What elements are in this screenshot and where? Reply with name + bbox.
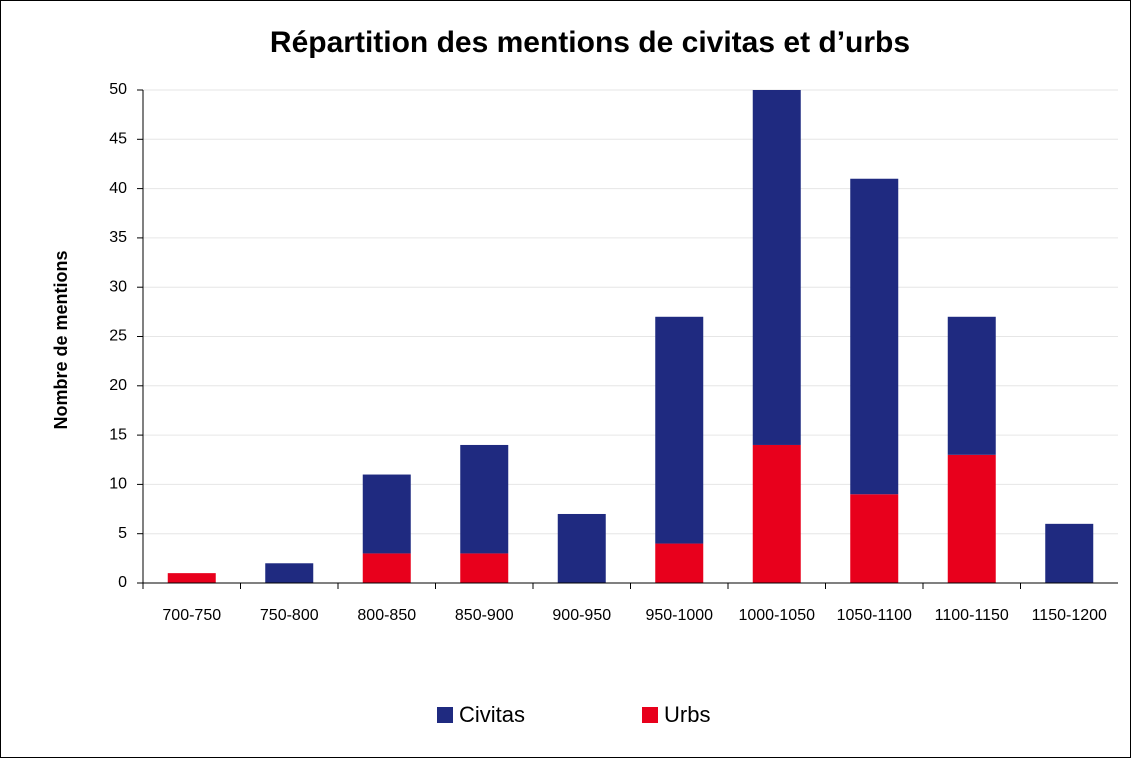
x-tick-label: 900-950	[552, 607, 611, 624]
bar-segment	[362, 474, 411, 554]
bar-segment	[947, 316, 996, 455]
bar-segment	[655, 543, 704, 583]
bar-segment	[557, 513, 606, 583]
x-tick-label: 1000-1050	[738, 607, 815, 624]
y-tick-label: 45	[109, 131, 127, 148]
y-tick-label: 10	[109, 476, 127, 493]
bar-segment	[850, 494, 899, 583]
y-tick-label: 40	[109, 180, 127, 197]
bar-segment	[460, 553, 509, 583]
bar-segment	[752, 90, 801, 445]
y-tick-label: 25	[109, 328, 127, 345]
bar-segment	[265, 563, 314, 583]
y-tick-label: 15	[109, 426, 127, 443]
x-tick-label: 700-750	[162, 607, 221, 624]
legend-swatch	[642, 707, 658, 723]
y-tick-label: 30	[109, 278, 127, 295]
bar-segment	[1045, 523, 1094, 583]
bar-segment	[947, 454, 996, 583]
x-tick-label: 750-800	[260, 607, 319, 624]
bar-segment	[752, 444, 801, 583]
legend-label: Civitas	[459, 702, 525, 727]
x-tick-label: 1150-1200	[1032, 607, 1107, 624]
y-tick-label: 5	[118, 525, 127, 542]
y-tick-label: 20	[109, 377, 127, 394]
x-tick-label: 950-1000	[645, 607, 713, 624]
legend-label: Urbs	[664, 702, 710, 727]
bar-segment	[460, 444, 509, 554]
bar-segment	[850, 178, 899, 495]
x-tick-label: 850-900	[455, 607, 514, 624]
y-tick-label: 50	[109, 81, 127, 98]
bar-segment	[362, 553, 411, 583]
chart-title: Répartition des mentions de civitas et d…	[270, 26, 910, 59]
x-tick-label: 800-850	[357, 607, 416, 624]
x-tick-label: 1100-1150	[935, 607, 1009, 624]
bar-segment	[167, 573, 216, 583]
bar-segment	[655, 316, 704, 544]
y-axis-label: Nombre de mentions	[51, 250, 71, 429]
legend-swatch	[437, 707, 453, 723]
y-tick-label: 35	[109, 229, 127, 246]
x-tick-label: 1050-1100	[837, 607, 912, 624]
y-tick-label: 0	[118, 574, 127, 591]
